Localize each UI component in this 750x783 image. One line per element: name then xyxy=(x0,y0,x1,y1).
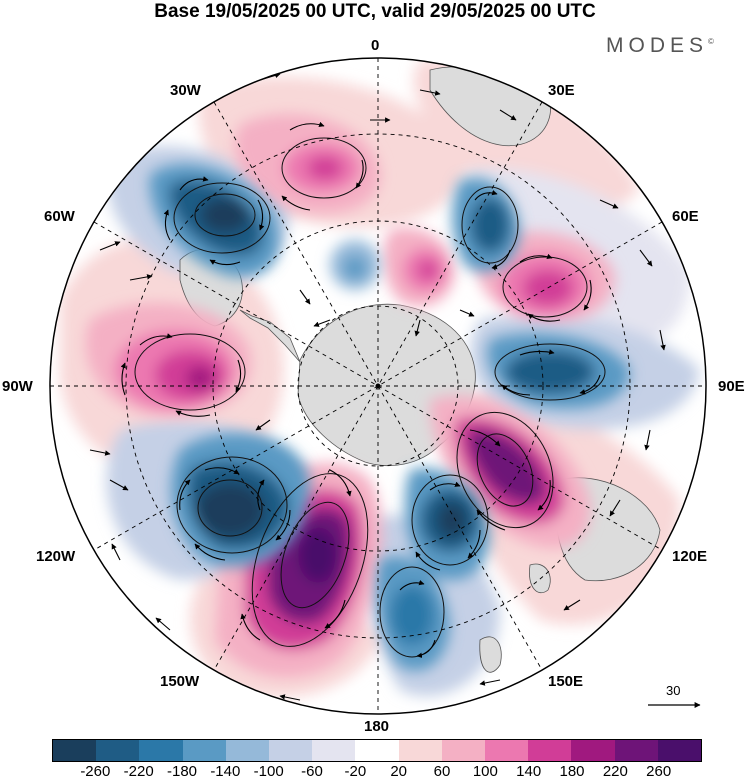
colorbar-swatch xyxy=(269,740,313,761)
lon-label-30w: 30W xyxy=(170,82,201,99)
wind-vectors xyxy=(89,72,666,701)
colorbar-swatch xyxy=(96,740,140,761)
lon-label-90e: 90E xyxy=(718,378,745,395)
colorbar-swatch xyxy=(53,740,97,761)
lon-label-150w: 150W xyxy=(160,673,200,690)
lon-label-60e: 60E xyxy=(672,208,699,225)
colorbar-swatch xyxy=(614,740,658,761)
colorbar-swatch xyxy=(312,740,356,761)
lon-label-30e: 30E xyxy=(548,82,575,99)
colorbar xyxy=(52,739,702,762)
colorbar-swatch xyxy=(441,740,486,761)
new-zealand xyxy=(479,636,502,673)
colorbar-tick-label: 100 xyxy=(472,763,498,780)
lon-label-120w: 120W xyxy=(36,548,76,565)
lon-label-60w: 60W xyxy=(44,208,75,225)
colorbar-swatch xyxy=(571,740,615,761)
colorbar-tick-label: 140 xyxy=(516,763,542,780)
colorbar-tick-label: 60 xyxy=(433,763,451,780)
colorbar-swatch xyxy=(398,740,442,761)
anomaly-core-neg-4 xyxy=(487,333,630,409)
lon-label-90w: 90W xyxy=(2,378,33,395)
colorbar-swatch xyxy=(355,740,399,761)
colorbar-tick-label: 260 xyxy=(646,763,672,780)
colorbar-tick-label: -60 xyxy=(301,763,323,780)
colorbar-tick-label: -260 xyxy=(80,763,111,780)
contour-lines xyxy=(134,137,606,658)
brand-text: MODES xyxy=(606,34,709,57)
brand-logo: MODES© xyxy=(606,34,714,58)
colorbar-tick-label: 180 xyxy=(559,763,585,780)
colorbar-swatch xyxy=(225,740,270,761)
lon-label-150e: 150E xyxy=(548,673,584,690)
anomaly-core-neg-3 xyxy=(330,240,380,290)
brand-mark: © xyxy=(708,37,714,46)
lon-label-120e: 120E xyxy=(672,548,708,565)
colorbar-tick-label: -140 xyxy=(210,763,241,780)
map-title: Base 19/05/2025 00 UTC, valid 29/05/2025… xyxy=(154,1,596,22)
colorbar-tick-label: 20 xyxy=(390,763,407,780)
map-border xyxy=(49,57,707,715)
antarctic-peninsula xyxy=(239,309,301,363)
vector-scale-label: 30 xyxy=(666,683,681,698)
pole-dot xyxy=(375,383,381,389)
colorbar-tick-label: 220 xyxy=(602,763,628,780)
anomaly-core-pos-4 xyxy=(85,303,252,416)
anomaly-core-pos-2 xyxy=(383,227,455,307)
anomaly-core-pos-1 xyxy=(234,114,381,214)
colorbar-swatch xyxy=(139,740,183,761)
colorbar-tick-label: -100 xyxy=(253,763,284,780)
lon-label-180: 180 xyxy=(364,718,390,735)
anomaly-core-neg-5 xyxy=(171,433,310,567)
anomaly-core-neg-1 xyxy=(149,164,280,278)
colorbar-swatch xyxy=(528,740,572,761)
colorbar-swatch xyxy=(485,740,529,761)
anomaly-core-neg-6 xyxy=(405,468,490,580)
lon-label-0: 0 xyxy=(371,37,380,54)
anomaly-core-neg-7 xyxy=(376,556,450,671)
anomaly-core-pos-5 xyxy=(430,395,591,549)
colorbar-swatch xyxy=(182,740,226,761)
map-disc xyxy=(50,58,706,714)
colorbar-tick-label: -20 xyxy=(344,763,367,780)
colorbar-tick-label: -180 xyxy=(166,763,198,780)
colorbar-swatch xyxy=(657,740,702,761)
negative-anomalies xyxy=(149,164,630,671)
tasmania xyxy=(529,563,551,594)
colorbar-tick-label: -220 xyxy=(123,763,154,780)
